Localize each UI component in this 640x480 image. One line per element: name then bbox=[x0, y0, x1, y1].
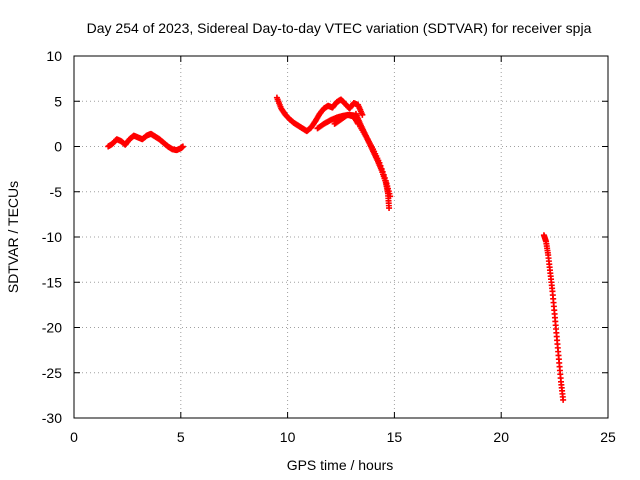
data-points bbox=[105, 94, 567, 403]
x-tick-label: 5 bbox=[177, 429, 185, 445]
x-tick-label: 10 bbox=[280, 429, 296, 445]
data-point bbox=[359, 111, 366, 118]
data-point bbox=[386, 205, 393, 212]
y-tick-label: -25 bbox=[42, 365, 62, 381]
y-tick-label: -20 bbox=[42, 320, 62, 336]
data-point bbox=[387, 193, 394, 200]
data-point bbox=[376, 159, 383, 166]
x-tick-label: 20 bbox=[493, 429, 509, 445]
x-tick-label: 25 bbox=[600, 429, 616, 445]
y-tick-label: 10 bbox=[46, 48, 62, 64]
y-tick-label: -15 bbox=[42, 274, 62, 290]
tick-labels: 0 5 10 15 20 25 10 5 0 -5 -10 -15 -20 -25 -30 bbox=[42, 48, 616, 445]
grid-lines bbox=[74, 56, 608, 418]
x-tick-label: 0 bbox=[70, 429, 78, 445]
data-point bbox=[179, 143, 186, 150]
data-point bbox=[379, 168, 386, 175]
data-point bbox=[380, 171, 387, 178]
data-point bbox=[378, 165, 385, 172]
data-point bbox=[381, 174, 388, 181]
x-tick-label: 15 bbox=[387, 429, 403, 445]
y-tick-label: -30 bbox=[42, 410, 62, 426]
y-tick-label: 0 bbox=[54, 139, 62, 155]
plot-frame bbox=[73, 55, 609, 419]
y-tick-label: 5 bbox=[54, 93, 62, 109]
y-tick-label: -10 bbox=[42, 229, 62, 245]
x-axis-label: GPS time / hours bbox=[287, 457, 394, 473]
data-point bbox=[560, 396, 567, 403]
y-tick-label: -5 bbox=[50, 184, 63, 200]
y-axis-label: SDTVAR / TECUs bbox=[5, 181, 21, 293]
data-point bbox=[377, 162, 384, 169]
chart-title: Day 254 of 2023, Sidereal Day-to-day VTE… bbox=[87, 20, 592, 36]
